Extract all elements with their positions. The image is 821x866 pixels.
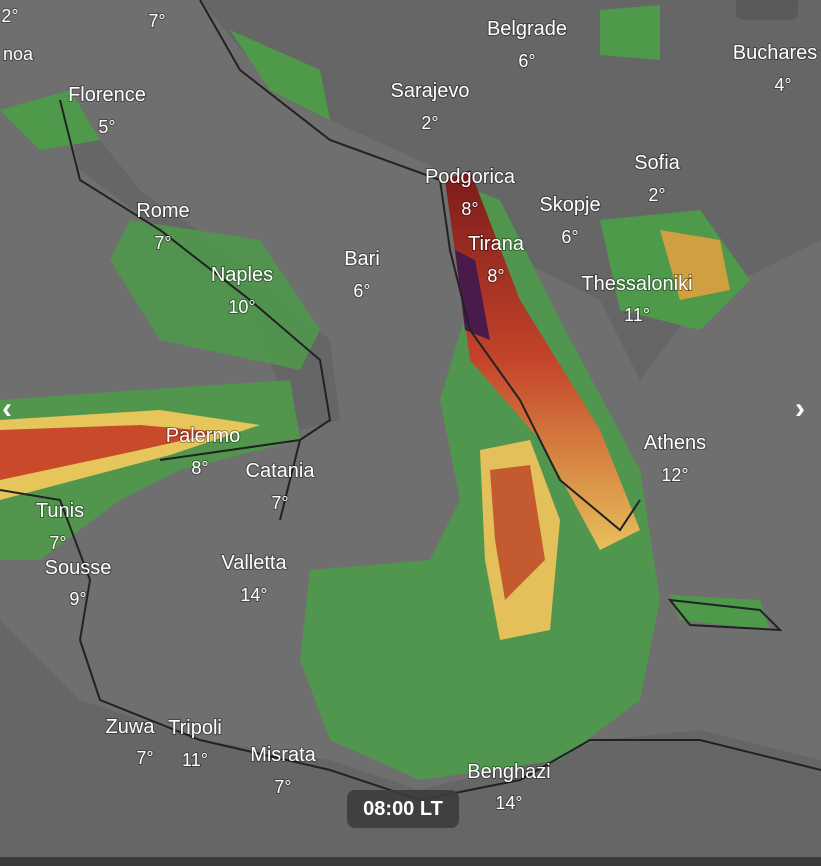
precipitation	[0, 5, 770, 780]
city-temperature: 7°	[49, 533, 66, 553]
city-name: Zuwa	[106, 716, 156, 738]
city-name: Rome	[136, 200, 189, 222]
city-name: Sarajevo	[391, 80, 470, 102]
city-temperature: 2°	[421, 113, 438, 133]
city-temperature: 10°	[228, 297, 255, 317]
city-temperature: 7°	[274, 777, 291, 797]
city-name: Thessaloniki	[581, 273, 692, 295]
city-temperature: 7°	[154, 233, 171, 253]
city-temperature: 2°	[648, 185, 665, 205]
city-name: Misrata	[250, 744, 316, 766]
city-name: Tripoli	[168, 717, 222, 739]
city-name: Buchares	[733, 42, 818, 64]
city-name: Bari	[344, 248, 380, 270]
partial-label: 2°	[1, 6, 18, 26]
partial-label: 7°	[148, 11, 165, 31]
city-temperature: 6°	[518, 51, 535, 71]
coastlines	[0, 0, 821, 802]
city-temperature: 8°	[191, 458, 208, 478]
city-name: Belgrade	[487, 18, 567, 40]
next-arrow[interactable]: ›	[795, 392, 805, 425]
city-name: Skopje	[539, 194, 600, 216]
partial-label: noa	[3, 44, 34, 64]
city-labels: Florence 5° Rome 7° Naples 10° Bari 6° Palermo 8°…	[0, 5, 818, 814]
time-label[interactable]: 08:00 LT	[347, 790, 459, 828]
city-temperature: 12°	[661, 465, 688, 485]
city-name: Benghazi	[467, 761, 550, 783]
city-name: Sousse	[45, 557, 112, 579]
city-name: Catania	[246, 460, 316, 482]
city-name: Podgorica	[425, 166, 516, 188]
city-temperature: 8°	[461, 199, 478, 219]
previous-arrow[interactable]: ‹	[2, 392, 12, 425]
city-temperature: 8°	[487, 266, 504, 286]
city-temperature: 7°	[271, 493, 288, 513]
city-temperature: 6°	[353, 281, 370, 301]
city-name: Florence	[68, 84, 146, 106]
city-temperature: 6°	[561, 227, 578, 247]
city-name: Athens	[644, 432, 706, 454]
city-temperature: 11°	[182, 750, 208, 770]
city-name: Palermo	[166, 425, 240, 447]
city-temperature: 14°	[240, 585, 267, 605]
city-name: Valletta	[221, 552, 287, 574]
city-name: Tunis	[36, 500, 84, 522]
city-name: Tirana	[468, 233, 525, 255]
menu-button[interactable]	[736, 0, 798, 20]
city-temperature: 4°	[774, 75, 791, 95]
city-temperature: 9°	[69, 589, 86, 609]
city-temperature: 7°	[136, 748, 153, 768]
city-temperature: 11°	[624, 305, 650, 325]
city-name: Sofia	[634, 152, 680, 174]
city-name: Naples	[211, 264, 273, 286]
city-temperature: 5°	[98, 117, 115, 137]
timeline[interactable]	[0, 857, 821, 866]
city-temperature: 14°	[495, 793, 522, 813]
